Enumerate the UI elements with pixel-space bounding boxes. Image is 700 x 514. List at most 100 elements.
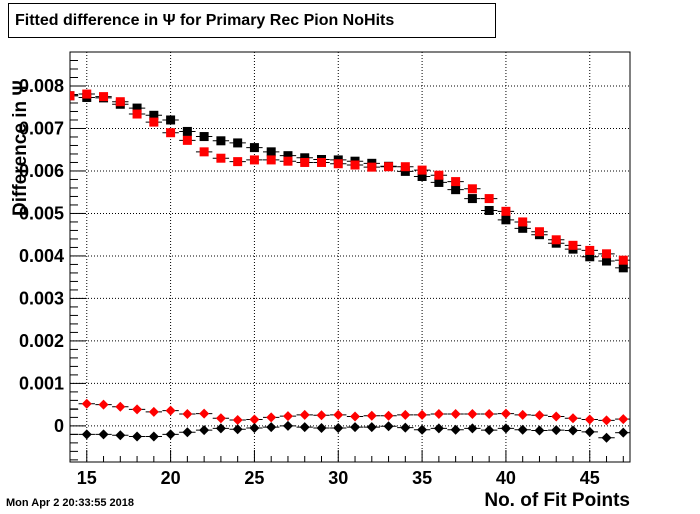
diamond-marker	[98, 429, 109, 440]
diamond-marker	[567, 425, 578, 436]
square-marker	[70, 91, 75, 101]
diamond-marker	[282, 420, 293, 431]
square-marker	[199, 147, 209, 157]
diamond-marker	[115, 401, 126, 412]
square-marker	[467, 194, 477, 204]
square-marker	[149, 117, 159, 127]
diamond-marker	[333, 423, 344, 434]
square-marker	[249, 143, 259, 153]
diamond-marker	[182, 408, 193, 419]
diamond-marker	[249, 423, 260, 434]
diamond-marker	[601, 432, 612, 443]
square-marker	[518, 223, 528, 233]
square-marker	[484, 205, 494, 215]
series-4	[70, 420, 630, 443]
diamond-marker	[316, 423, 327, 434]
square-marker	[132, 109, 142, 119]
square-marker	[350, 160, 360, 170]
square-marker	[283, 156, 293, 166]
diamond-marker	[98, 399, 109, 410]
diamond-marker	[484, 408, 495, 419]
diamond-marker	[417, 424, 428, 435]
timestamp: Mon Apr 2 20:33:55 2018	[6, 497, 134, 509]
diamond-marker	[333, 409, 344, 420]
diamond-marker	[115, 430, 126, 441]
y-tick-label: 0	[54, 416, 64, 436]
diamond-marker	[400, 409, 411, 420]
square-marker	[300, 157, 310, 167]
diamond-marker	[282, 411, 293, 422]
diamond-marker	[567, 413, 578, 424]
diamond-marker	[467, 423, 478, 434]
square-marker	[434, 170, 444, 180]
square-marker	[132, 103, 142, 113]
square-marker	[199, 132, 209, 142]
diamond-marker	[132, 404, 143, 415]
diamond-marker	[383, 410, 394, 421]
square-marker	[602, 256, 612, 266]
diamond-marker	[215, 423, 226, 434]
diamond-marker	[500, 423, 511, 434]
square-marker	[99, 92, 109, 102]
x-tick-label: 45	[580, 468, 600, 488]
diamond-marker	[350, 411, 361, 422]
square-marker	[484, 194, 494, 204]
x-tick-label: 20	[161, 468, 181, 488]
y-tick-label: 0.006	[19, 161, 64, 181]
diamond-marker	[484, 425, 495, 436]
square-marker	[417, 165, 427, 175]
y-tick-label: 0.004	[19, 246, 64, 266]
square-marker	[283, 151, 293, 161]
diamond-marker	[417, 409, 428, 420]
square-marker	[534, 227, 544, 237]
diamond-marker	[299, 422, 310, 433]
square-marker	[602, 249, 612, 259]
diamond-marker	[383, 421, 394, 432]
square-marker	[233, 157, 243, 167]
diamond-marker	[148, 431, 159, 442]
square-marker	[434, 177, 444, 187]
square-marker	[266, 155, 276, 165]
diamond-marker	[165, 429, 176, 440]
square-marker	[451, 177, 461, 187]
square-marker	[501, 215, 511, 225]
y-tick-label: 0.003	[19, 288, 64, 308]
diamond-marker	[450, 424, 461, 435]
diamond-marker	[199, 408, 210, 419]
square-marker	[568, 240, 578, 250]
diamond-marker	[182, 427, 193, 438]
x-tick-label: 25	[244, 468, 264, 488]
square-marker	[333, 159, 343, 169]
square-marker	[518, 217, 528, 227]
diamond-marker	[517, 424, 528, 435]
square-marker	[585, 245, 595, 255]
diamond-marker	[534, 410, 545, 421]
diamond-marker	[551, 425, 562, 436]
diamond-marker	[450, 408, 461, 419]
diamond-marker	[366, 422, 377, 433]
diamond-marker	[232, 414, 243, 425]
y-tick-label: 0.005	[19, 203, 64, 223]
diamond-marker	[165, 405, 176, 416]
square-marker	[166, 115, 176, 125]
square-marker	[115, 97, 125, 107]
square-marker	[166, 128, 176, 138]
diamond-marker	[551, 411, 562, 422]
plot-frame	[69, 51, 631, 463]
y-tick-label: 0.001	[19, 373, 64, 393]
y-tick-label: 0.008	[19, 76, 64, 96]
diamond-marker	[316, 410, 327, 421]
diamond-marker	[433, 408, 444, 419]
tick-labels: 15 20 25 30 35 40 45 0 0.001 0.002 0.003 0.004 0.005…	[19, 76, 600, 488]
diamond-marker	[215, 413, 226, 424]
diamond-marker	[232, 424, 243, 435]
diamond-marker	[299, 409, 310, 420]
diamond-marker	[148, 406, 159, 417]
data-series	[70, 89, 630, 443]
x-tick-label: 30	[328, 468, 348, 488]
square-marker	[451, 185, 461, 195]
square-marker	[182, 135, 192, 145]
square-marker	[266, 147, 276, 157]
diamond-marker	[517, 409, 528, 420]
